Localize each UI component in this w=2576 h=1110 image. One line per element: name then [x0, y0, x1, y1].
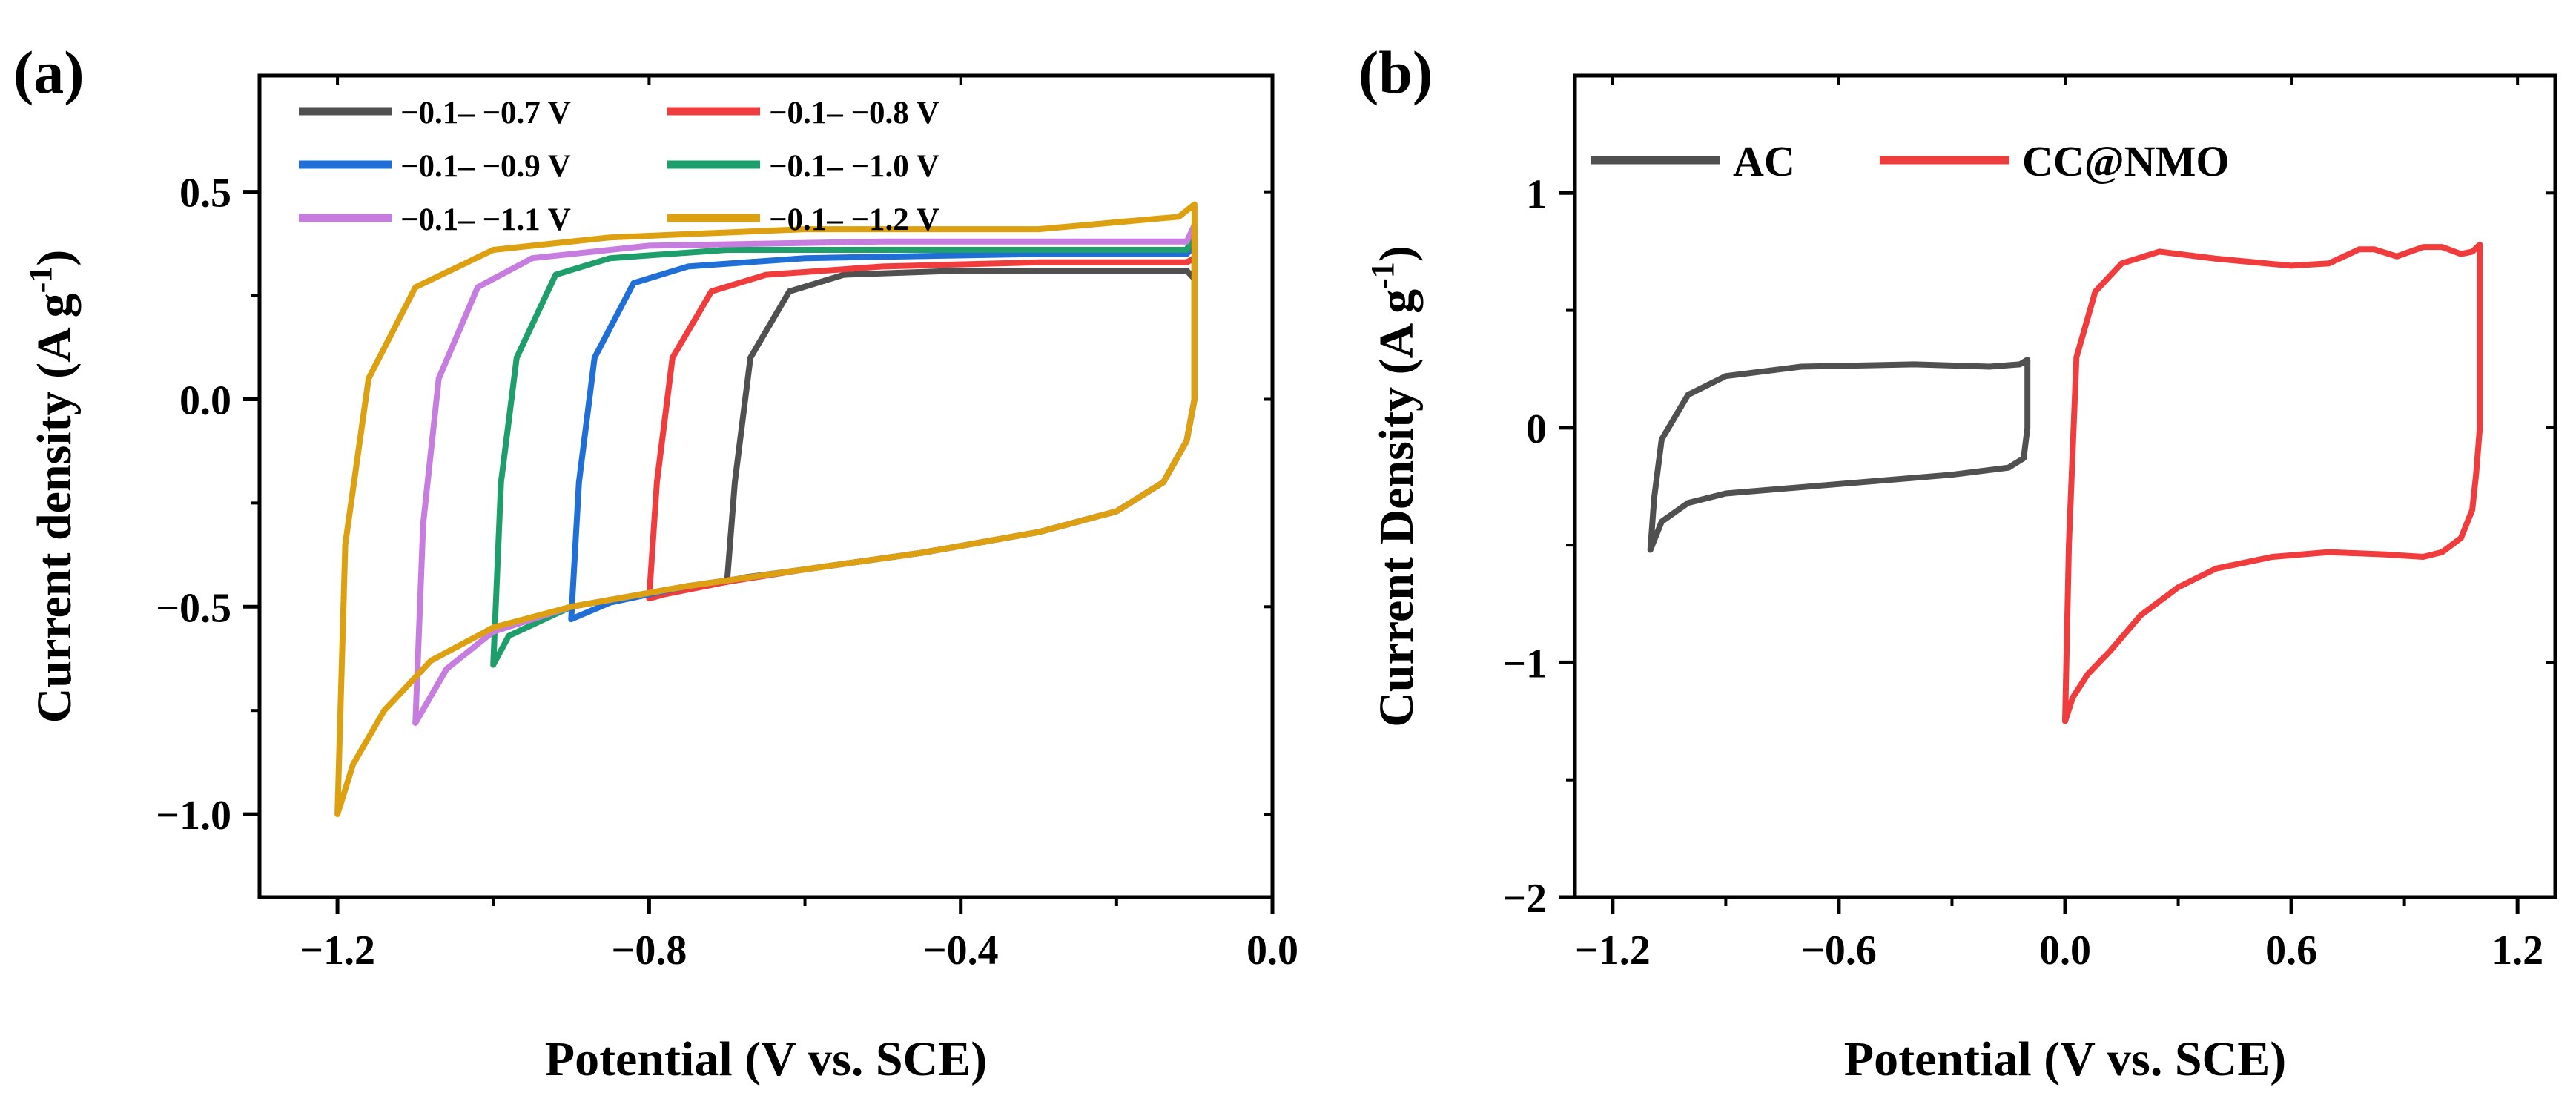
series-line-0: [1647, 357, 2031, 553]
y-tick-label: −0.5: [156, 585, 231, 631]
x-tick-label: −0.8: [611, 928, 687, 974]
x-tick-label: −1.2: [1575, 928, 1651, 974]
y-axis-label-sup: -1: [1364, 262, 1401, 289]
chart-panel-a: −1.2 −0.8 −0.4 0.0 −1.0 −0.5 0.0 0.5 (a) Potentia…: [13, 39, 1298, 1086]
y-axis-label-main: Current density (A g: [27, 293, 82, 723]
legend-label: CC@NMO: [2022, 137, 2229, 185]
x-tick-label: 0.0: [2039, 928, 2091, 974]
x-tick-label: 0.0: [1246, 928, 1298, 974]
legend: −0.1– −0.7 V −0.1– −0.8 V −0.1– −0.9 V −0.1…: [299, 96, 939, 237]
y-tick-label: 1: [1526, 171, 1547, 217]
y-axis-label: Current Density (A g-1): [1364, 245, 1424, 727]
series-line-5: [334, 201, 1198, 818]
x-axis-label: Potential (V vs. SCE): [1844, 1032, 2286, 1086]
plot-frame: [1573, 73, 2557, 899]
legend-label: −0.1– −0.7 V: [400, 96, 571, 131]
panel-label: (a): [13, 39, 85, 106]
x-axis-label: Potential (V vs. SCE): [545, 1032, 987, 1086]
x-tick-label: −0.6: [1801, 928, 1877, 974]
plot-frame: [257, 73, 1275, 899]
y-axis-label-close: ): [27, 250, 82, 266]
y-axis-label-main: Current Density (A g: [1370, 289, 1424, 727]
y-tick-label: −1.0: [156, 793, 231, 839]
legend: AC CC@NMO: [1591, 137, 2229, 185]
y-tick-label: 0.0: [179, 377, 231, 423]
series-line-4: [412, 222, 1198, 726]
x-tick-label: 0.6: [2265, 928, 2317, 974]
legend-label: −0.1– −1.2 V: [769, 202, 939, 237]
legend-label: −0.1– −0.9 V: [400, 149, 571, 184]
y-tick-label: 0: [1526, 406, 1547, 452]
x-tick-label: 1.2: [2491, 928, 2543, 974]
x-tick-label: −1.2: [300, 928, 375, 974]
y-tick-label: −2: [1502, 876, 1547, 922]
series-line-1: [2062, 241, 2483, 724]
legend-label: −0.1– −1.0 V: [769, 149, 939, 184]
panel-label: (b): [1358, 39, 1433, 106]
y-axis-label-close: ): [1370, 245, 1424, 262]
legend-label: −0.1– −0.8 V: [769, 96, 939, 131]
y-axis-label-sup: -1: [22, 266, 59, 294]
y-tick-label: 0.5: [179, 171, 231, 217]
y-axis-label: Current density (A g-1): [22, 250, 82, 724]
series-line-0: [724, 268, 1198, 585]
legend-label: AC: [1733, 137, 1795, 185]
x-tick-label: −0.4: [923, 928, 999, 974]
y-tick-label: −1: [1502, 641, 1547, 687]
legend-label: −0.1– −1.1 V: [400, 202, 571, 237]
chart-panel-b: −1.2 −0.6 0.0 0.6 1.2 −2 −1 0 1 (b) Potential (V v…: [1358, 39, 2557, 1086]
